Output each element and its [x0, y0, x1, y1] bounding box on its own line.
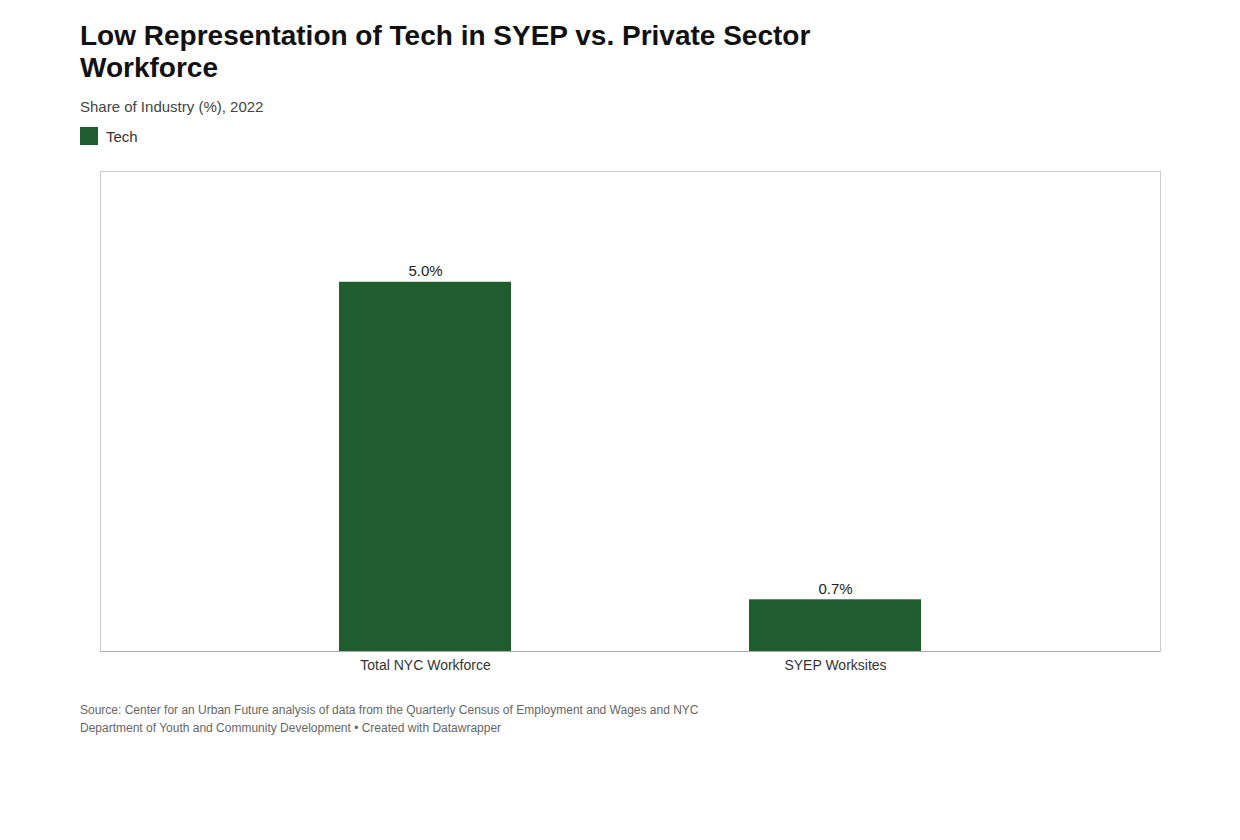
html-text:Low Representation of Tech in: Low Representation of Tech in SYEP vs. P… [80, 20, 811, 84]
svg-text:5.0%: 5.0% [408, 263, 442, 280]
svg-text:0.7%: 0.7% [818, 580, 852, 597]
html-text:Share of Industry (%), 2022: Share of Industry (%), 2022 [80, 98, 264, 116]
svg-text:SYEP Worksites: SYEP Worksites [784, 658, 886, 674]
html-text:Source: Center for an Urban Fu: Source: Center for an Urban Future analy… [80, 703, 699, 736]
svg-text:Total NYC Workforce: Total NYC Workforce [360, 658, 491, 674]
html-text:Tech: Tech [106, 127, 138, 145]
